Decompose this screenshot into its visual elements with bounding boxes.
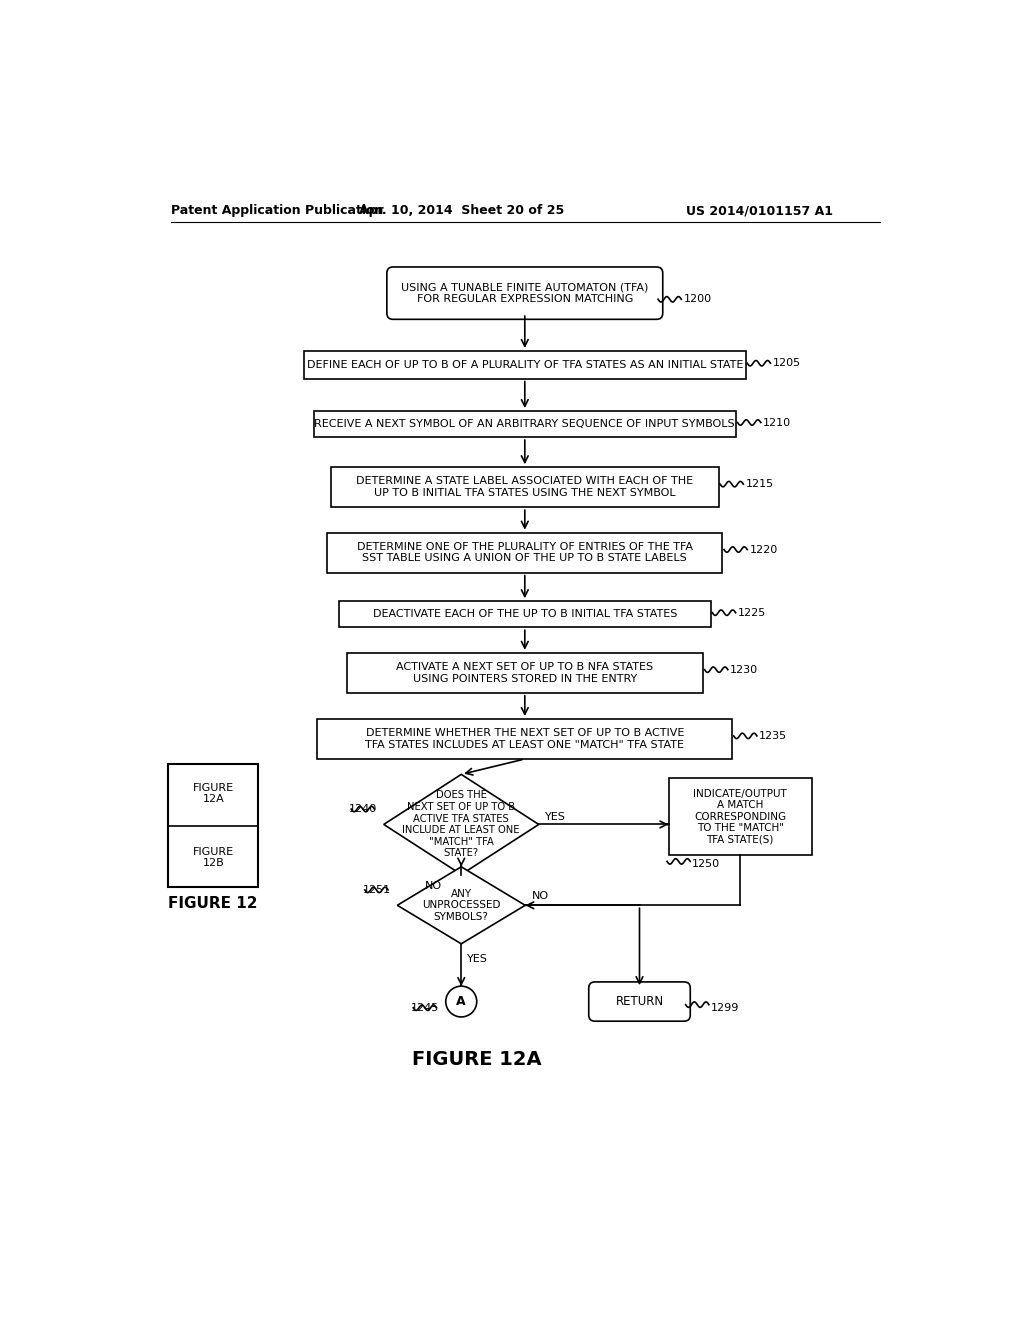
Text: 1225: 1225 (738, 607, 766, 618)
Text: NO: NO (531, 891, 549, 902)
Text: 1220: 1220 (750, 545, 778, 554)
Text: 1299: 1299 (712, 1003, 739, 1012)
Polygon shape (384, 775, 539, 874)
Text: INDICATE/OUTPUT
A MATCH
CORRESPONDING
TO THE "MATCH"
TFA STATE(S): INDICATE/OUTPUT A MATCH CORRESPONDING TO… (693, 788, 787, 845)
Text: 1215: 1215 (745, 479, 774, 490)
Text: 1230: 1230 (730, 665, 759, 675)
Bar (331, 467, 719, 507)
Text: Apr. 10, 2014  Sheet 20 of 25: Apr. 10, 2014 Sheet 20 of 25 (358, 205, 564, 218)
Bar (313, 411, 736, 437)
Text: 1240: 1240 (349, 804, 378, 814)
Text: DETERMINE A STATE LABEL ASSOCIATED WITH EACH OF THE
UP TO B INITIAL TFA STATES U: DETERMINE A STATE LABEL ASSOCIATED WITH … (356, 477, 693, 498)
Bar (328, 533, 722, 573)
Text: A: A (457, 995, 466, 1008)
Text: 1251: 1251 (362, 884, 391, 895)
FancyBboxPatch shape (387, 267, 663, 319)
Text: 1235: 1235 (759, 731, 787, 741)
Text: US 2014/0101157 A1: US 2014/0101157 A1 (686, 205, 833, 218)
Text: ACTIVATE A NEXT SET OF UP TO B NFA STATES
USING POINTERS STORED IN THE ENTRY: ACTIVATE A NEXT SET OF UP TO B NFA STATE… (396, 661, 653, 684)
Text: DEACTIVATE EACH OF THE UP TO B INITIAL TFA STATES: DEACTIVATE EACH OF THE UP TO B INITIAL T… (373, 610, 677, 619)
Bar (317, 719, 732, 759)
Text: FIGURE
12B: FIGURE 12B (193, 846, 233, 869)
Text: DEFINE EACH OF UP TO B OF A PLURALITY OF TFA STATES AS AN INITIAL STATE: DEFINE EACH OF UP TO B OF A PLURALITY OF… (306, 360, 743, 370)
Bar (339, 601, 711, 627)
Text: 1245: 1245 (412, 1003, 439, 1012)
Text: FIGURE 12A: FIGURE 12A (412, 1049, 542, 1069)
Text: YES: YES (467, 954, 488, 964)
Text: DOES THE
NEXT SET OF UP TO B
ACTIVE TFA STATES
INCLUDE AT LEAST ONE
"MATCH" TFA
: DOES THE NEXT SET OF UP TO B ACTIVE TFA … (402, 791, 520, 858)
Text: DETERMINE WHETHER THE NEXT SET OF UP TO B ACTIVE
TFA STATES INCLUDES AT LEAST ON: DETERMINE WHETHER THE NEXT SET OF UP TO … (366, 729, 684, 750)
Bar (346, 653, 703, 693)
Text: FIGURE
12A: FIGURE 12A (193, 783, 233, 804)
Text: 1210: 1210 (763, 417, 792, 428)
Text: NO: NO (425, 880, 442, 891)
Text: YES: YES (545, 812, 566, 822)
Text: 1200: 1200 (684, 294, 712, 305)
Text: ANY
UNPROCESSED
SYMBOLS?: ANY UNPROCESSED SYMBOLS? (422, 888, 501, 921)
FancyBboxPatch shape (589, 982, 690, 1022)
Circle shape (445, 986, 477, 1016)
Text: DETERMINE ONE OF THE PLURALITY OF ENTRIES OF THE TFA
SST TABLE USING A UNION OF : DETERMINE ONE OF THE PLURALITY OF ENTRIE… (356, 541, 693, 564)
Text: RETURN: RETURN (615, 995, 664, 1008)
Text: RECEIVE A NEXT SYMBOL OF AN ARBITRARY SEQUENCE OF INPUT SYMBOLS: RECEIVE A NEXT SYMBOL OF AN ARBITRARY SE… (314, 418, 735, 429)
Text: FIGURE 12: FIGURE 12 (169, 896, 258, 911)
Text: 1205: 1205 (773, 358, 801, 368)
Bar (669, 779, 812, 855)
Bar (168, 764, 258, 887)
Bar (304, 351, 745, 379)
Text: 1250: 1250 (692, 859, 720, 870)
Polygon shape (397, 867, 525, 944)
Text: Patent Application Publication: Patent Application Publication (171, 205, 383, 218)
Text: USING A TUNABLE FINITE AUTOMATON (TFA)
FOR REGULAR EXPRESSION MATCHING: USING A TUNABLE FINITE AUTOMATON (TFA) F… (401, 282, 648, 304)
